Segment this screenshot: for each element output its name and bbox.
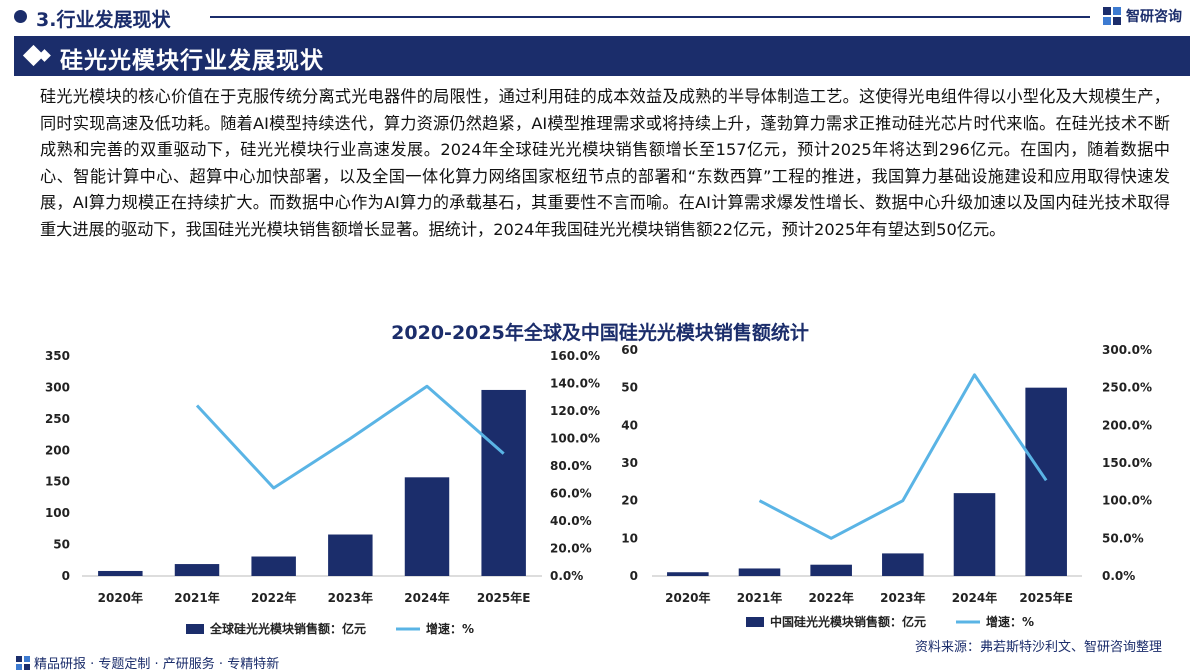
banner-title: 硅光光模块行业发展现状 — [60, 48, 324, 74]
china-bar — [667, 572, 709, 576]
footer: 精品研报 · 专题定制 · 产研服务 · 专精特新 — [16, 653, 279, 671]
china-bar — [882, 553, 924, 576]
global-y2-tick: 160.0% — [550, 349, 600, 363]
global-y2-tick: 0.0% — [550, 569, 583, 583]
global-x-tick: 2021年 — [174, 590, 219, 605]
china-legend-line-label: 增速：% — [986, 614, 1034, 629]
global-bar — [251, 556, 296, 576]
china-y-tick: 60 — [621, 343, 638, 357]
china-y2-tick: 250.0% — [1102, 381, 1152, 395]
china-legend-bar-label: 中国硅光光模块销售额：亿元 — [770, 614, 926, 629]
brand-name: 智研咨询 — [1126, 9, 1182, 25]
china-x-tick: 2024年 — [952, 590, 997, 605]
global-x-tick: 2022年 — [251, 590, 296, 605]
china-x-tick: 2021年 — [737, 590, 782, 605]
global-y-tick: 350 — [45, 349, 70, 363]
global-x-tick: 2020年 — [98, 590, 143, 605]
china-y2-tick: 0.0% — [1102, 569, 1135, 583]
header-rule — [210, 16, 1090, 18]
chart-title: 2020-2025年全球及中国硅光光模块销售额统计 — [391, 322, 809, 344]
global-y2-tick: 140.0% — [550, 377, 600, 391]
bullet-dot — [14, 10, 27, 23]
global-y-tick: 200 — [45, 443, 70, 457]
global-bar — [404, 477, 450, 576]
china-y2-tick: 300.0% — [1102, 343, 1152, 357]
china-x-tick: 2025年E — [1019, 590, 1073, 605]
global-legend-bar-swatch — [186, 624, 204, 634]
china-bar — [810, 564, 852, 576]
china-x-tick: 2023年 — [880, 590, 925, 605]
china-y-tick: 30 — [621, 456, 638, 470]
china-y2-tick: 50.0% — [1102, 531, 1144, 545]
footer-logo-icon — [16, 656, 30, 670]
global-x-tick: 2024年 — [404, 590, 449, 605]
source-note: 资料来源：弗若斯特沙利文、智研咨询整理 — [914, 640, 1162, 655]
global-y-tick: 100 — [45, 506, 70, 520]
global-sales-chart: 0 50 100 150 200 250 300 350 0.0% 20.0% 40.0% 60.0%… — [45, 349, 600, 636]
china-bar — [1025, 387, 1067, 576]
china-legend-bar-swatch — [746, 617, 764, 627]
china-y2-tick: 200.0% — [1102, 418, 1152, 432]
china-y-tick: 40 — [621, 418, 638, 432]
global-legend-line-label: 增速：% — [426, 621, 474, 636]
china-growth-line — [758, 373, 1048, 540]
china-y-tick: 0 — [630, 569, 638, 583]
china-x-tick: 2020年 — [665, 590, 710, 605]
body-paragraph: 硅光光模块的核心价值在于克服传统分离式光电器件的局限性，通过利用硅的成本效益及成… — [40, 87, 1170, 239]
top-bar: 3.行业发展现状 智研咨询 — [0, 0, 1200, 34]
global-y2-tick: 40.0% — [550, 514, 592, 528]
brand-logo-icon — [1103, 7, 1121, 25]
section-heading: 3.行业发展现状 — [36, 9, 171, 31]
china-bar — [953, 493, 996, 576]
global-y-tick: 250 — [45, 412, 70, 426]
global-y-tick: 0 — [62, 569, 70, 583]
global-y2-tick: 80.0% — [550, 459, 592, 473]
global-y2-tick: 100.0% — [550, 432, 600, 446]
global-y2-tick: 20.0% — [550, 542, 592, 556]
global-legend-bar-label: 全球硅光光模块销售额：亿元 — [209, 621, 366, 636]
global-y-tick: 300 — [45, 380, 70, 394]
china-y-tick: 20 — [621, 494, 638, 508]
global-y-tick: 150 — [45, 475, 70, 489]
global-growth-line — [195, 384, 505, 490]
global-y-tick: 50 — [53, 538, 70, 552]
global-y2-tick: 60.0% — [550, 487, 592, 501]
china-y2-tick: 100.0% — [1102, 494, 1152, 508]
china-bar — [738, 568, 781, 576]
global-bar — [98, 570, 143, 576]
china-y-tick: 50 — [621, 381, 638, 395]
global-x-tick: 2023年 — [328, 590, 373, 605]
global-bar — [328, 534, 373, 576]
china-sales-chart: 0 10 20 30 40 50 60 0.0% 50.0% 100.0% 150.0% 200.0%… — [621, 343, 1152, 629]
global-y2-tick: 120.0% — [550, 404, 600, 418]
global-bar — [174, 564, 220, 576]
footer-text: 精品研报 · 专题定制 · 产研服务 · 专精特新 — [34, 657, 280, 671]
china-y2-tick: 150.0% — [1102, 456, 1152, 470]
global-bar — [481, 389, 526, 576]
china-x-tick: 2022年 — [808, 590, 853, 605]
global-x-tick: 2025年E — [477, 590, 531, 605]
title-banner: 硅光光模块行业发展现状 — [14, 36, 1190, 76]
china-y-tick: 10 — [621, 531, 638, 545]
